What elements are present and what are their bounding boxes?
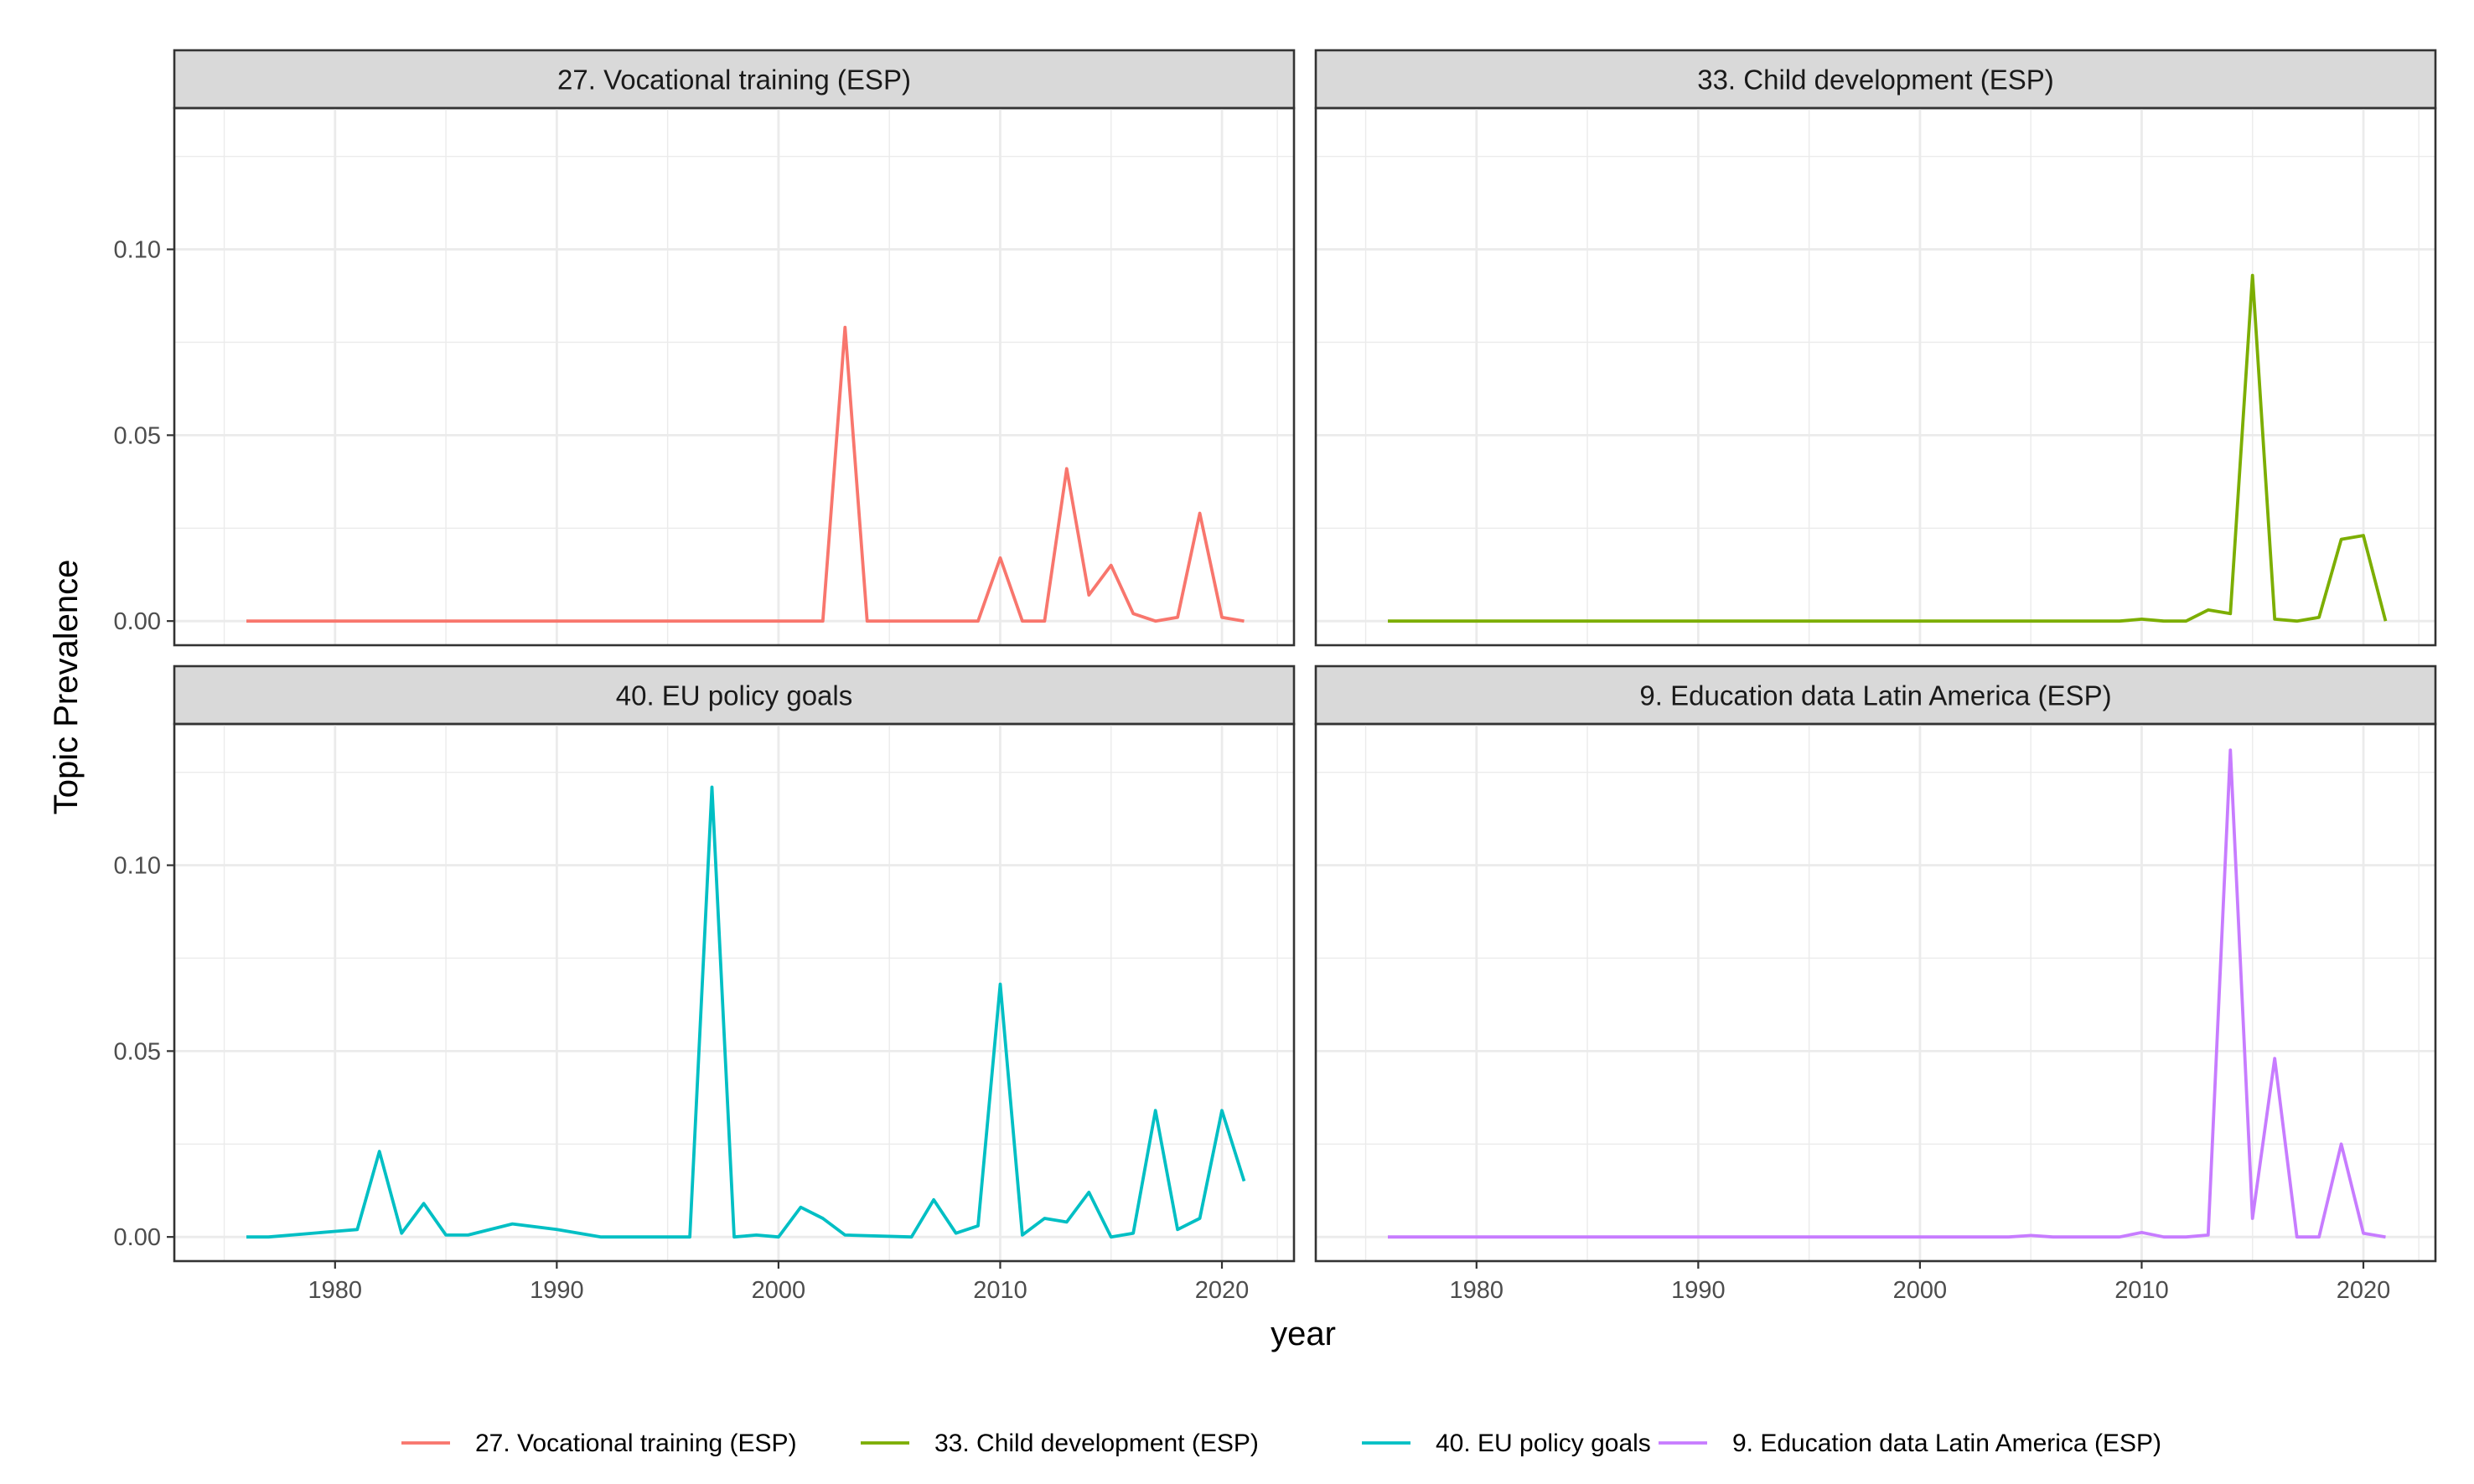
facet-panel: 27. Vocational training (ESP) 0.00 0.05 0.1… xyxy=(114,49,1296,647)
panel-border xyxy=(1314,722,2437,1263)
x-tick-label: 1980 xyxy=(1450,1277,1504,1304)
x-axis-title: year xyxy=(1271,1316,1336,1352)
facet-panel: 40. EU policy goals 0.00 0.05 0.10 1980 1990 2… xyxy=(114,664,1296,1304)
y-tick-label: 0.10 xyxy=(114,853,161,880)
x-tick-label: 2000 xyxy=(752,1277,806,1304)
facet-title: 33. Child development (ESP) xyxy=(1697,65,2054,96)
x-tick-label: 2010 xyxy=(973,1277,1027,1304)
x-tick-label: 1990 xyxy=(530,1277,584,1304)
facet-strip xyxy=(1314,664,2437,726)
legend: 27. Vocational training (ESP) 33. Child d… xyxy=(401,1430,2161,1457)
x-tick-label: 2020 xyxy=(1195,1277,1250,1304)
panels-layer: 27. Vocational training (ESP) 0.00 0.05 0.1… xyxy=(114,49,2437,1304)
legend-item: 9. Education data Latin America (ESP) xyxy=(1659,1430,2161,1457)
panel-border xyxy=(1314,106,2437,647)
facet-title: 27. Vocational training (ESP) xyxy=(557,65,911,96)
x-tick-label: 2010 xyxy=(2114,1277,2169,1304)
panel-border xyxy=(173,722,1296,1263)
legend-label: 33. Child development (ESP) xyxy=(934,1430,1259,1457)
facet-panel: 33. Child development (ESP) xyxy=(1314,49,2437,647)
facet-panel: 9. Education data Latin America (ESP) 198… xyxy=(1314,664,2437,1304)
legend-item: 27. Vocational training (ESP) xyxy=(401,1430,797,1457)
series-line xyxy=(1388,748,2386,1239)
legend-label: 9. Education data Latin America (ESP) xyxy=(1732,1430,2161,1457)
panel-border xyxy=(173,106,1296,647)
facet-title: 40. EU policy goals xyxy=(616,680,852,711)
facet-strip xyxy=(173,49,1296,110)
y-tick-label: 0.10 xyxy=(114,237,161,264)
y-tick-label: 0.05 xyxy=(114,1038,161,1065)
legend-item: 40. EU policy goals xyxy=(1362,1430,1651,1457)
series-line xyxy=(246,325,1245,623)
series-line xyxy=(1388,273,2388,623)
y-tick-label: 0.00 xyxy=(114,608,161,635)
x-tick-label: 2000 xyxy=(1893,1277,1948,1304)
x-tick-label: 2020 xyxy=(2337,1277,2391,1304)
y-tick-label: 0.05 xyxy=(114,422,161,449)
x-tick-label: 1980 xyxy=(308,1277,363,1304)
legend-label: 27. Vocational training (ESP) xyxy=(475,1430,797,1457)
facet-title: 9. Education data Latin America (ESP) xyxy=(1639,680,2111,711)
y-tick-label: 0.00 xyxy=(114,1224,161,1251)
legend-label: 40. EU policy goals xyxy=(1436,1430,1651,1457)
series-line xyxy=(246,785,1246,1239)
legend-item: 33. Child development (ESP) xyxy=(861,1430,1259,1457)
x-tick-label: 1990 xyxy=(1671,1277,1726,1304)
y-axis-title: Topic Prevalence xyxy=(48,560,85,815)
